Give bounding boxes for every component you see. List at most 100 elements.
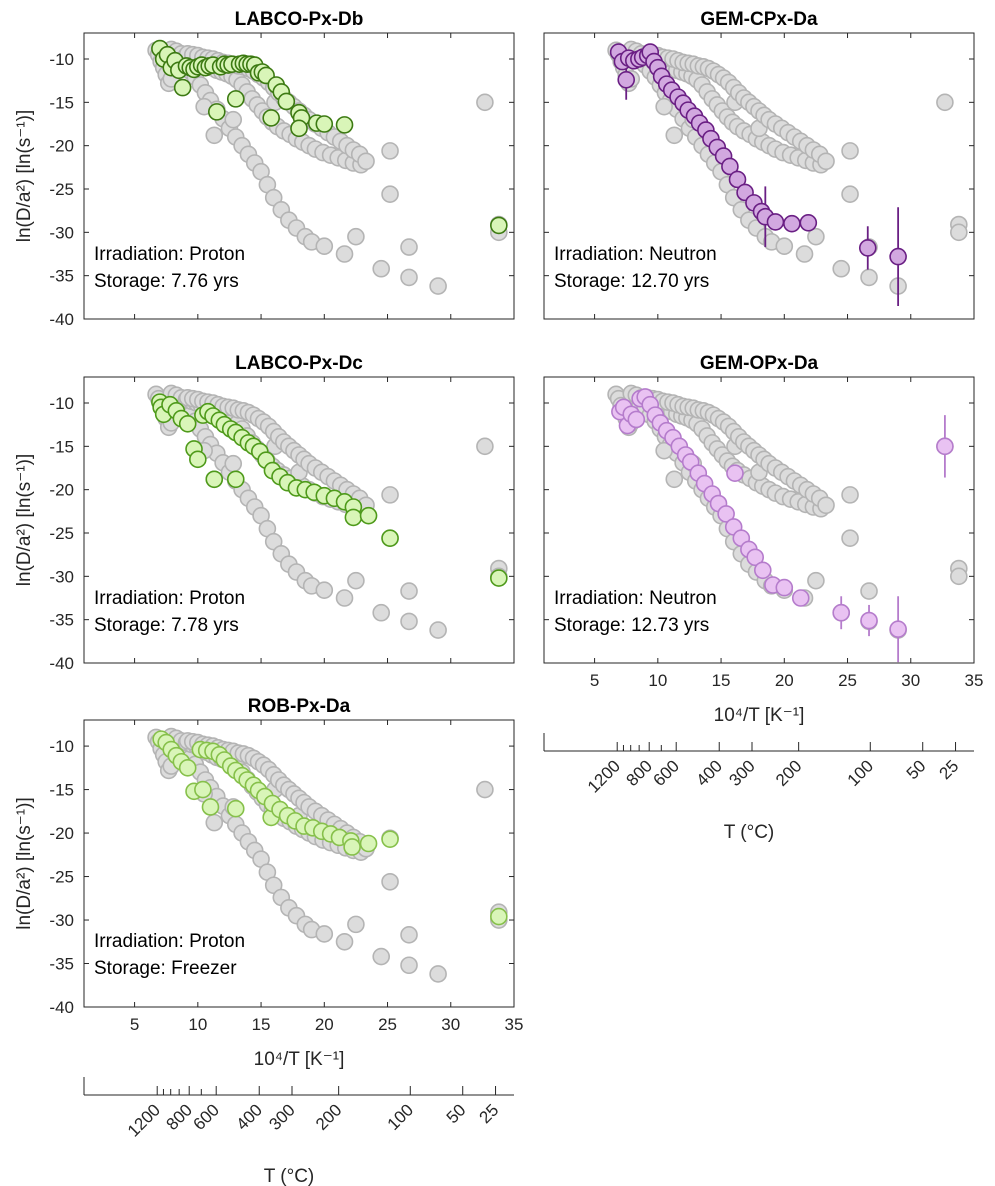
y-axis-label: ln(D/a²) [ln(s⁻¹)] xyxy=(14,797,35,929)
reference-point xyxy=(476,437,494,456)
reference-point xyxy=(400,612,418,631)
reference-point xyxy=(665,126,684,145)
reference-point xyxy=(429,277,447,295)
x-tick-label: 10 xyxy=(648,671,667,690)
temperature-tick-label: 100 xyxy=(844,756,877,789)
reference-point xyxy=(841,529,859,548)
x-tick-label: 15 xyxy=(712,671,731,690)
reference-point xyxy=(372,947,391,966)
temperature-tick-label: 1200 xyxy=(584,756,624,796)
data-point xyxy=(490,569,508,587)
y-tick-label: -20 xyxy=(49,137,74,156)
y-tick-label: -30 xyxy=(49,911,74,930)
x-tick-label: 5 xyxy=(130,1015,139,1034)
plot-frame xyxy=(83,32,515,320)
temperature-tick-label: 100 xyxy=(384,1100,417,1133)
temperature-axis-label: T (°C) xyxy=(724,822,775,843)
y-axis-label: ln(D/a²) [ln(s⁻¹)] xyxy=(14,454,35,586)
plot-frame xyxy=(543,376,975,664)
panel-title: LABCO-Px-Db xyxy=(235,9,364,30)
data-point xyxy=(753,561,772,580)
x-axis-label: 10⁴/T [K⁻¹] xyxy=(254,1049,345,1070)
annotation: Irradiation: Proton Storage: 7.76 yrs xyxy=(94,244,245,292)
storage-text: Storage: Freezer xyxy=(94,958,237,979)
x-tick-label: 5 xyxy=(590,671,599,690)
y-tick-label: -15 xyxy=(49,93,74,112)
reference-point xyxy=(315,925,334,943)
plot-frame xyxy=(83,719,515,1008)
reference-point xyxy=(950,567,968,586)
reference-point xyxy=(400,268,418,287)
x-tick-label: 10 xyxy=(188,1015,207,1034)
storage-text: Storage: 12.73 yrs xyxy=(554,615,709,636)
data-point xyxy=(277,92,296,111)
reference-point xyxy=(950,223,968,242)
panel-title: ROB-Px-Da xyxy=(248,696,351,717)
reference-point xyxy=(381,185,399,203)
reference-point xyxy=(205,126,224,145)
x-tick-label: 30 xyxy=(901,671,920,690)
irradiation-text: Irradiation: Proton xyxy=(94,931,245,952)
reference-point xyxy=(817,496,835,515)
data-point xyxy=(617,71,636,89)
highlight-series xyxy=(609,43,907,306)
reference-point xyxy=(841,185,859,203)
y-tick-label: -15 xyxy=(49,437,74,456)
storage-text: Storage: 7.78 yrs xyxy=(94,615,239,636)
data-point xyxy=(262,109,280,127)
annotation: Irradiation: Neutron Storage: 12.70 yrs xyxy=(554,244,717,292)
highlight-series xyxy=(152,730,508,926)
reference-point xyxy=(807,227,825,246)
reference-point xyxy=(655,97,673,116)
temperature-tick-label: 200 xyxy=(772,756,805,789)
data-point xyxy=(226,470,245,489)
panel-3: LABCO-Px-Dc -40 -35 -30 -25 -20 -15 -10 ln(D/a²)… xyxy=(14,353,515,673)
data-point xyxy=(490,216,508,235)
highlight-series xyxy=(151,39,508,235)
x-tick-label: 20 xyxy=(315,1015,334,1034)
panel-4: GEM-OPx-Da 5 10 15 20 25 30 35 10⁴/T [K⁻¹] Irradi… xyxy=(543,353,983,726)
reference-point xyxy=(841,142,859,160)
y-tick-label: -10 xyxy=(49,50,74,69)
reference-point xyxy=(400,956,418,975)
irradiation-text: Irradiation: Neutron xyxy=(554,244,717,265)
reference-point xyxy=(205,813,224,832)
y-tick-label: -15 xyxy=(49,781,74,800)
data-point xyxy=(201,798,220,816)
data-point xyxy=(290,119,308,138)
reference-point xyxy=(841,486,859,504)
x-tick-label: 25 xyxy=(838,671,857,690)
panel-title: GEM-CPx-Da xyxy=(700,9,818,30)
data-point xyxy=(889,620,907,639)
reference-point xyxy=(429,621,447,639)
annotation: Irradiation: Proton Storage: 7.78 yrs xyxy=(94,588,245,636)
x-tick-label: 15 xyxy=(252,1015,271,1034)
reference-point xyxy=(335,932,354,951)
reference-point xyxy=(665,470,684,489)
data-point xyxy=(799,214,818,232)
temperature-tick-label: 25 xyxy=(936,756,963,783)
reference-point xyxy=(400,238,418,256)
temperature-tick-label: 800 xyxy=(623,756,656,789)
x-tick-label: 30 xyxy=(441,1015,460,1034)
data-point xyxy=(627,410,646,429)
data-point xyxy=(766,213,785,231)
temperature-tick-label: 400 xyxy=(233,1100,266,1133)
reference-point xyxy=(381,486,399,504)
highlight-series xyxy=(151,393,508,587)
data-point xyxy=(226,799,245,818)
reference-point xyxy=(357,152,375,171)
temperature-tick-label: 50 xyxy=(903,756,930,783)
data-point xyxy=(178,414,197,433)
data-point xyxy=(717,505,735,523)
y-tick-label: -20 xyxy=(49,481,74,500)
reference-point xyxy=(347,915,365,934)
reference-point xyxy=(335,245,354,263)
reference-point xyxy=(381,142,399,160)
data-point xyxy=(746,548,765,567)
reference-point xyxy=(335,589,354,607)
irradiation-text: Irradiation: Proton xyxy=(94,588,245,609)
data-point xyxy=(205,470,224,489)
y-axis-label: ln(D/a²) [ln(s⁻¹)] xyxy=(14,110,35,242)
